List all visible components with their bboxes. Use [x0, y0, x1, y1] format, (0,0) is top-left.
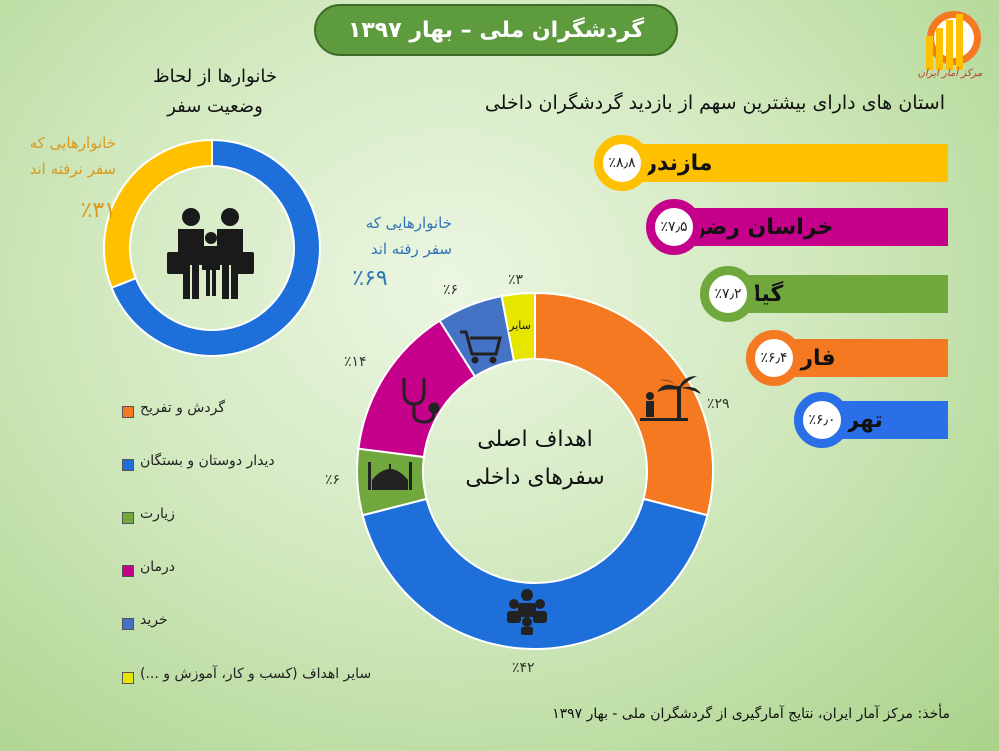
stethoscope-icon: [402, 378, 440, 424]
page-title: گردشگران ملی – بهار ۱۳۹۷: [314, 4, 678, 56]
legend-swatch: [122, 406, 134, 418]
donut-slice-0: [534, 291, 714, 517]
purpose-pct-label: ٪۲۹: [707, 396, 730, 412]
legend-item: زیارت: [110, 506, 410, 528]
purpose-donut-chart: اهداف اصلی سفرهای داخلی سایر: [356, 291, 714, 650]
no-travel-line2: سفر نرفته اند: [29, 160, 116, 178]
no-travel-line1: خانوارهایی که: [29, 134, 116, 152]
legend-swatch: [122, 618, 134, 630]
province-bar: مازندران: [618, 144, 948, 182]
legend-label: خرید: [140, 612, 168, 628]
legend-label: گردش و تفریح: [140, 400, 226, 416]
family-title-line2: وضعیت سفر: [167, 96, 263, 117]
family-title-line1: خانوارها از لحاظ: [153, 66, 277, 87]
purpose-pct-label: ٪۳: [508, 272, 524, 288]
legend-swatch: [122, 512, 134, 524]
family-donut-chart: [103, 138, 321, 357]
donut-slice-1: [103, 138, 213, 290]
purpose-donut-slices: [356, 291, 714, 650]
province-pct-badge: ٪۷٫۲: [700, 266, 756, 322]
shopping-cart-icon: [460, 330, 502, 364]
travel-label: خانوارهایی که سفر رفته اند: [328, 210, 452, 262]
legend-label: زیارت: [140, 506, 175, 522]
legend-label: سایر اهداف (کسب و کار، آموزش و ...): [140, 666, 372, 682]
legend-label: درمان: [140, 559, 176, 575]
no-travel-pct: ٪۳۱: [80, 198, 116, 223]
purpose-pct-label: ٪۶: [443, 282, 459, 298]
other-segment-label: سایر: [508, 319, 531, 332]
palm-tree-icon: [640, 376, 701, 421]
purpose-center-line2: سفرهای داخلی: [465, 465, 604, 490]
travel-line1: خانوارهایی که: [365, 214, 452, 232]
no-travel-label: خانوارهایی که سفر نرفته اند: [4, 130, 116, 182]
legend-item: گردش و تفریح: [110, 400, 410, 422]
family-chart-title: خانوارها از لحاظ وضعیت سفر: [120, 62, 310, 122]
legend-label: دیدار دوستان و بستگان: [140, 453, 275, 469]
legend-item: سایر اهداف (کسب و کار، آموزش و ...): [110, 666, 410, 688]
family-donut-slices: [103, 138, 321, 357]
province-pct-badge: ٪۶٫۰: [794, 392, 850, 448]
family-icon: [167, 208, 254, 299]
province-pct-badge: ٪۷٫۵: [646, 199, 702, 255]
purpose-center-line1: اهداف اصلی: [477, 427, 593, 452]
legend-swatch: [122, 565, 134, 577]
purpose-pct-label: ٪۶: [325, 472, 341, 488]
province-pct-badge: ٪۶٫۴: [746, 330, 802, 386]
province-bar: گیلان: [726, 275, 948, 313]
legend-swatch: [122, 672, 134, 684]
sci-logo-icon: [926, 11, 981, 70]
purpose-pct-label: ٪۴۲: [512, 660, 535, 676]
travel-line2: سفر رفته اند: [370, 240, 452, 258]
province-pct-badge: ٪۸٫۸: [594, 135, 650, 191]
source-note: مأخذ: مرکز آمار ایران، نتایج آمارگیری از…: [552, 706, 950, 722]
legend-item: دیدار دوستان و بستگان: [110, 453, 410, 475]
donut-slice-1: [361, 497, 709, 650]
meeting-people-icon: [507, 589, 547, 635]
mosque-icon: [368, 462, 412, 490]
purpose-pct-label: ٪۱۴: [344, 354, 367, 370]
donut-slice-5: [500, 291, 536, 363]
legend-swatch: [122, 459, 134, 471]
provinces-title: استان های دارای بیشترین سهم از بازدید گر…: [484, 92, 945, 114]
province-bar: خراسان رضوی: [672, 208, 948, 246]
legend-item: درمان: [110, 559, 410, 581]
travel-pct: ٪۶۹: [352, 266, 388, 291]
logo-caption: مرکز آمار ایران: [917, 68, 983, 79]
donut-slice-0: [110, 138, 321, 357]
legend-item: خرید: [110, 612, 410, 634]
